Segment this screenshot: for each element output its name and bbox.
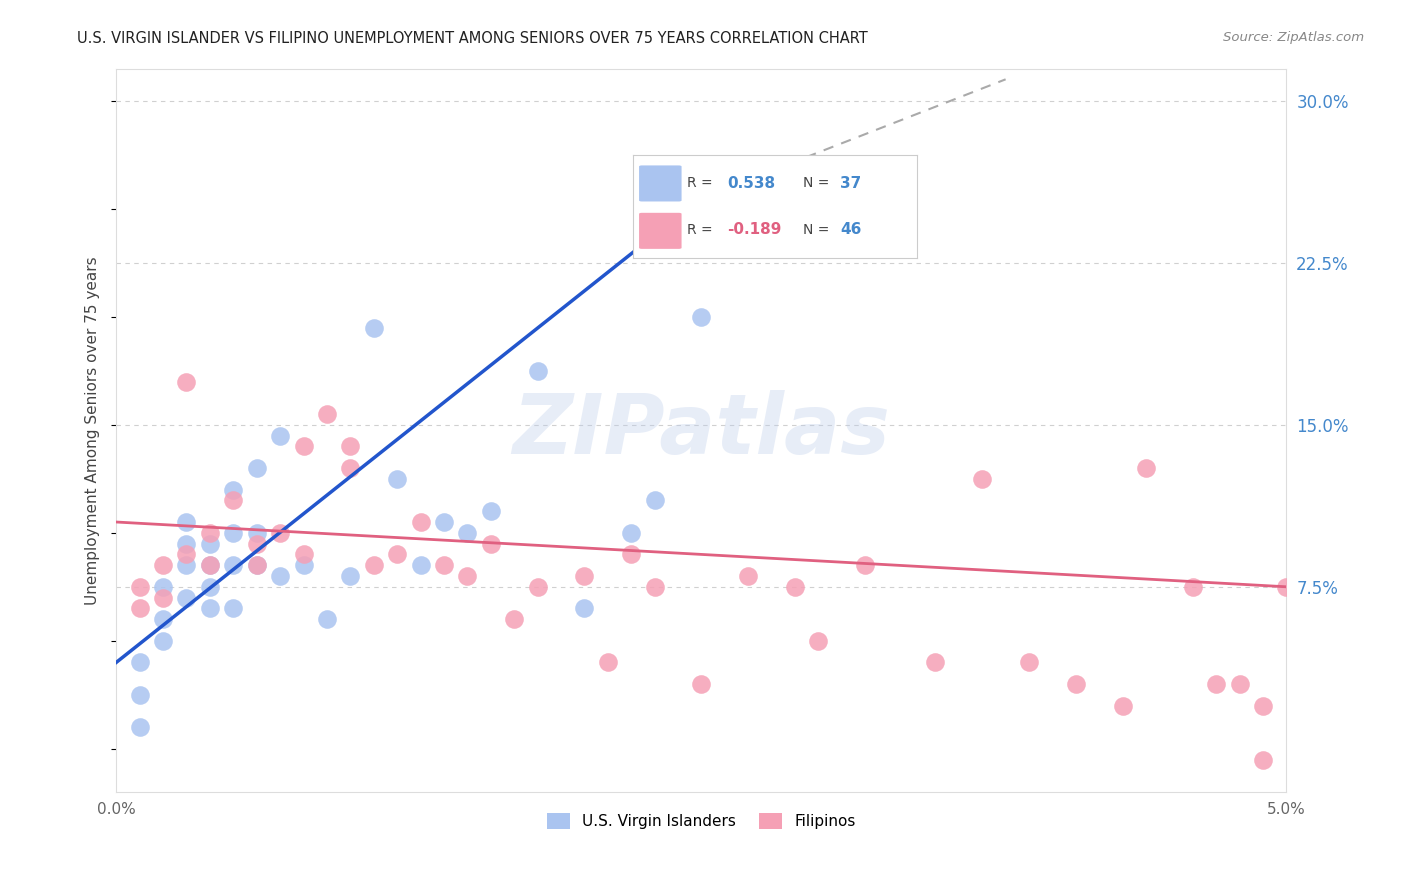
Point xyxy=(152,558,174,573)
Point xyxy=(456,525,478,540)
Point xyxy=(409,558,432,573)
Point xyxy=(526,364,548,378)
Point xyxy=(128,720,150,734)
Point xyxy=(176,558,198,573)
Point xyxy=(620,525,643,540)
Point xyxy=(385,548,408,562)
Point xyxy=(152,612,174,626)
Point xyxy=(246,558,269,573)
FancyBboxPatch shape xyxy=(640,213,682,249)
Point xyxy=(222,493,245,508)
Point xyxy=(433,558,456,573)
Point xyxy=(316,612,339,626)
Point xyxy=(620,548,643,562)
Point xyxy=(152,591,174,605)
Point xyxy=(176,591,198,605)
FancyBboxPatch shape xyxy=(640,165,682,202)
Point xyxy=(198,558,221,573)
Point xyxy=(644,580,666,594)
Text: 0.538: 0.538 xyxy=(727,176,775,191)
Point xyxy=(644,493,666,508)
Point xyxy=(198,525,221,540)
Point xyxy=(783,580,806,594)
Text: 37: 37 xyxy=(841,176,862,191)
Text: -0.189: -0.189 xyxy=(727,222,782,237)
Text: R =: R = xyxy=(688,223,713,236)
Point xyxy=(292,548,315,562)
Point xyxy=(737,569,759,583)
Point xyxy=(924,656,946,670)
Point xyxy=(1064,677,1087,691)
Text: ZIPatlas: ZIPatlas xyxy=(512,390,890,471)
Point xyxy=(222,525,245,540)
Point xyxy=(1205,677,1227,691)
Point xyxy=(690,310,713,324)
Point xyxy=(574,601,596,615)
Point xyxy=(246,558,269,573)
Point xyxy=(222,558,245,573)
Point xyxy=(292,439,315,453)
Text: Source: ZipAtlas.com: Source: ZipAtlas.com xyxy=(1223,31,1364,45)
Point xyxy=(807,633,830,648)
Point xyxy=(1275,580,1298,594)
Point xyxy=(292,558,315,573)
Point xyxy=(152,580,174,594)
Point xyxy=(596,656,619,670)
Point xyxy=(198,580,221,594)
Point xyxy=(1111,698,1133,713)
Point xyxy=(1251,698,1274,713)
Point xyxy=(972,472,994,486)
Point xyxy=(176,548,198,562)
Legend: U.S. Virgin Islanders, Filipinos: U.S. Virgin Islanders, Filipinos xyxy=(541,806,862,835)
Y-axis label: Unemployment Among Seniors over 75 years: Unemployment Among Seniors over 75 years xyxy=(86,256,100,605)
Text: R =: R = xyxy=(688,177,713,191)
Text: 46: 46 xyxy=(841,222,862,237)
Point xyxy=(246,536,269,550)
Point xyxy=(1229,677,1251,691)
Point xyxy=(128,688,150,702)
Point xyxy=(198,536,221,550)
Point xyxy=(128,601,150,615)
Point xyxy=(222,483,245,497)
Point xyxy=(198,558,221,573)
Point xyxy=(1181,580,1204,594)
Point xyxy=(339,461,361,475)
Text: N =: N = xyxy=(803,223,830,236)
Point xyxy=(526,580,548,594)
Point xyxy=(176,375,198,389)
Point xyxy=(456,569,478,583)
Point xyxy=(128,656,150,670)
Point xyxy=(433,515,456,529)
Point xyxy=(479,504,502,518)
Point xyxy=(176,536,198,550)
Point xyxy=(363,558,385,573)
Point xyxy=(176,515,198,529)
Text: N =: N = xyxy=(803,177,830,191)
Point xyxy=(269,525,291,540)
Point xyxy=(339,439,361,453)
Point xyxy=(409,515,432,529)
Point xyxy=(246,525,269,540)
Point xyxy=(339,569,361,583)
Point xyxy=(222,601,245,615)
Point xyxy=(479,536,502,550)
Point xyxy=(269,569,291,583)
Point xyxy=(198,601,221,615)
Point xyxy=(316,407,339,421)
Point xyxy=(690,677,713,691)
Text: U.S. VIRGIN ISLANDER VS FILIPINO UNEMPLOYMENT AMONG SENIORS OVER 75 YEARS CORREL: U.S. VIRGIN ISLANDER VS FILIPINO UNEMPLO… xyxy=(77,31,868,46)
Point xyxy=(503,612,526,626)
Point xyxy=(853,558,876,573)
Point xyxy=(1018,656,1040,670)
Point xyxy=(1251,753,1274,767)
Point xyxy=(152,633,174,648)
Point xyxy=(269,428,291,442)
Point xyxy=(246,461,269,475)
Point xyxy=(128,580,150,594)
Point xyxy=(1135,461,1157,475)
Point xyxy=(363,320,385,334)
Point xyxy=(574,569,596,583)
Point xyxy=(385,472,408,486)
